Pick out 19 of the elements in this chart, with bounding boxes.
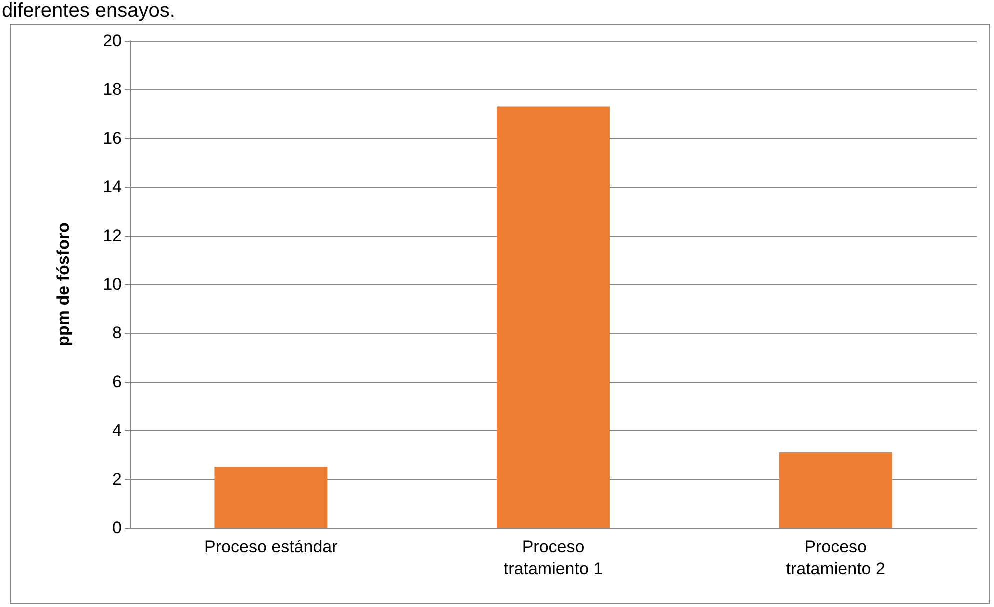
y-tick-label: 6 [112,372,122,392]
y-tick-label: 2 [112,470,122,489]
y-tick-label: 4 [112,421,122,440]
y-tick-label: 14 [103,178,122,197]
y-tick-label: 18 [103,80,122,100]
y-tick-label: 8 [112,324,122,343]
x-tick-label: Proceso estándar [204,538,338,556]
x-tick-label: Proceso tratamiento 2 [786,538,886,578]
y-tick-label: 20 [103,32,122,50]
y-axis-title: ppm de fósforo [54,222,73,346]
y-tick-label: 12 [103,226,122,246]
chart-title: diferentes ensayos. [2,0,176,23]
bar [214,467,328,528]
bar [779,452,892,528]
y-tick-label: 16 [103,128,122,148]
y-tick-label: 0 [112,518,122,538]
bar [497,106,610,528]
y-tick-label: 10 [103,275,122,294]
x-tick-label: Proceso tratamiento 1 [504,538,604,578]
